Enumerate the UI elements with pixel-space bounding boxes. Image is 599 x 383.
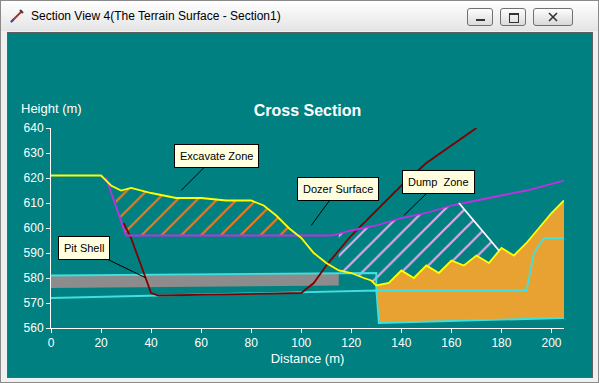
svg-text:200: 200 [541,336,561,350]
svg-text:570: 570 [24,296,44,310]
svg-text:630: 630 [24,146,44,160]
svg-text:610: 610 [24,196,44,210]
svg-text:140: 140 [391,336,411,350]
svg-text:20: 20 [94,336,108,350]
svg-text:640: 640 [24,121,44,135]
svg-text:40: 40 [144,336,158,350]
svg-text:560: 560 [24,321,44,335]
svg-text:590: 590 [24,246,44,260]
svg-text:180: 180 [491,336,511,350]
svg-text:Excavate Zone: Excavate Zone [180,150,253,162]
svg-text:Dump Zone: Dump Zone [408,176,469,188]
svg-text:Distance (m): Distance (m) [271,351,345,366]
svg-text:Height (m): Height (m) [21,101,82,116]
svg-text:580: 580 [24,271,44,285]
svg-text:Dozer Surface: Dozer Surface [303,183,373,195]
svg-text:Pit Shell: Pit Shell [64,242,104,254]
svg-text:600: 600 [24,221,44,235]
svg-text:Cross Section: Cross Section [254,102,362,119]
svg-text:0: 0 [48,336,55,350]
html-text:Section View 4(The Terrain Sur: Section View 4(The Terrain Surface - Sec… [31,9,281,23]
svg-text:100: 100 [291,336,311,350]
svg-text:80: 80 [245,336,259,350]
svg-text:160: 160 [441,336,461,350]
svg-text:620: 620 [24,171,44,185]
svg-text:60: 60 [194,336,208,350]
svg-text:120: 120 [341,336,361,350]
